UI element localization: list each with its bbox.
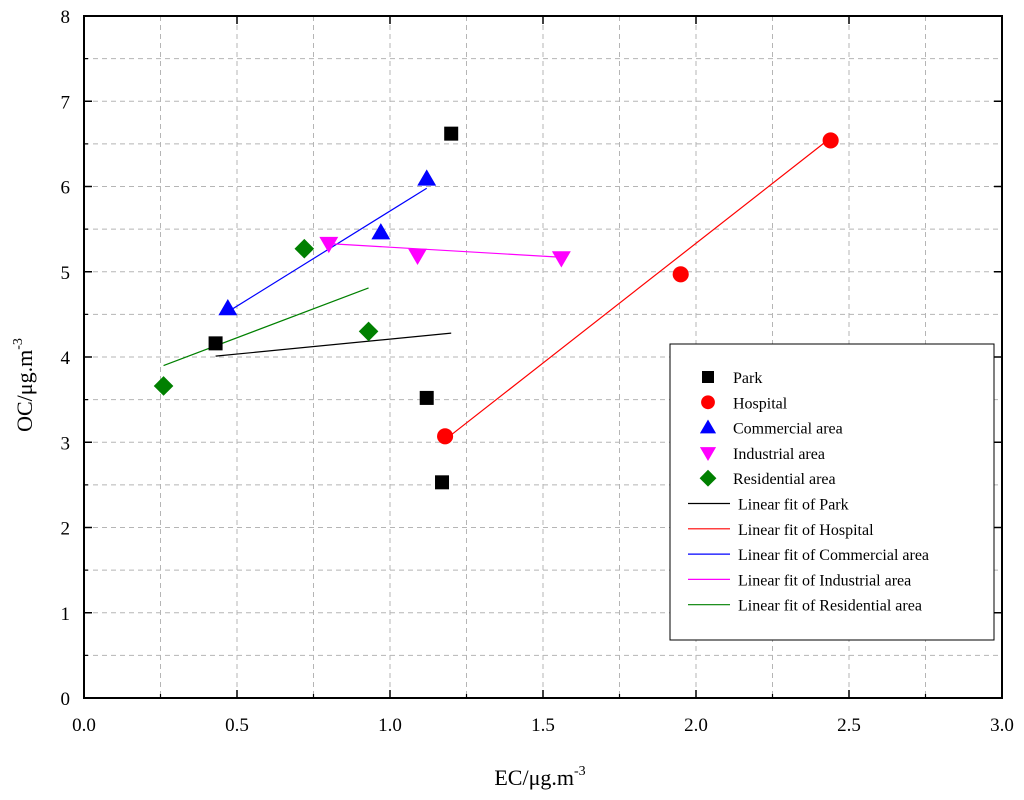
- legend-fit-label-commercial-area: Linear fit of Commercial area: [738, 547, 929, 564]
- point-commercial-area: [417, 169, 437, 186]
- legend-label-park: Park: [733, 370, 762, 387]
- x-tick-label: 0.0: [72, 715, 96, 736]
- legend-marker-park: [702, 371, 714, 383]
- x-tick-label: 1.5: [531, 715, 555, 736]
- x-axis-title-sup: -3: [574, 764, 586, 779]
- legend-label-residential-area: Residential area: [733, 471, 836, 488]
- y-tick-label: 7: [61, 92, 71, 113]
- point-industrial-area: [408, 248, 427, 266]
- fit-line-residential-area: [163, 287, 369, 367]
- legend-box: [669, 343, 995, 641]
- legend-label-industrial-area: Industrial area: [733, 446, 825, 463]
- legend-fit-label-residential-area: Linear fit of Residential area: [738, 598, 922, 615]
- point-park: [419, 390, 434, 405]
- y-tick-label: 2: [61, 519, 71, 540]
- point-commercial-area: [218, 298, 238, 316]
- point-hospital: [822, 132, 839, 149]
- x-tick-label: 2.5: [837, 715, 861, 736]
- legend-label-commercial-area: Commercial area: [733, 421, 843, 438]
- y-tick-label: 6: [61, 178, 71, 199]
- y-tick-label: 1: [61, 604, 71, 625]
- fit-line-industrial-area: [328, 243, 562, 258]
- point-park: [444, 126, 459, 141]
- x-axis-title-text: EC/μg.m: [494, 765, 574, 790]
- legend-fit-label-industrial-area: Linear fit of Industrial area: [738, 572, 911, 589]
- x-tick-label: 1.0: [378, 715, 402, 736]
- y-tick-label: 8: [61, 7, 71, 28]
- point-residential-area: [294, 238, 315, 259]
- fit-line-hospital: [444, 137, 832, 441]
- point-residential-area: [358, 321, 379, 342]
- tick-labels: 0.0 0.5 1.0 1.5 2.0 2.5 3.0 0 1 2 3 4 5 6 7 8: [61, 7, 1014, 736]
- data-points: [153, 126, 839, 490]
- point-residential-area: [153, 376, 174, 396]
- y-axis-title-sup: -3: [11, 338, 26, 350]
- legend-marker-residential-area: [699, 469, 717, 487]
- point-commercial-area: [371, 223, 391, 240]
- y-tick-label: 4: [61, 348, 71, 369]
- grid: [84, 16, 1002, 698]
- legend-label-hospital: Hospital: [733, 395, 788, 412]
- y-tick-label: 5: [61, 263, 71, 284]
- x-tick-label: 0.5: [225, 715, 249, 736]
- point-park: [208, 336, 223, 351]
- x-axis-title: EC/μg.m-3: [494, 764, 585, 790]
- legend-fit-label-hospital: Linear fit of Hospital: [738, 522, 874, 539]
- axis-ticks: [83, 15, 1003, 699]
- point-hospital: [437, 428, 454, 445]
- y-axis-title: OC/μg.m-3: [11, 338, 37, 432]
- legend-marker-industrial-area: [699, 447, 717, 461]
- y-tick-label: 0: [61, 689, 71, 710]
- point-park: [435, 475, 450, 490]
- legend-fit-label-park: Linear fit of Park: [738, 497, 849, 514]
- y-tick-label: 3: [61, 433, 71, 454]
- y-axis-title-text: OC/μg.m: [12, 350, 37, 432]
- point-hospital: [672, 266, 689, 283]
- point-industrial-area: [319, 236, 339, 254]
- legend-marker-commercial-area: [699, 419, 717, 434]
- x-tick-label: 3.0: [990, 715, 1014, 736]
- legend-marker-hospital: [701, 395, 715, 410]
- fit-line-park: [215, 332, 452, 357]
- point-industrial-area: [551, 251, 571, 268]
- x-tick-label: 2.0: [684, 715, 708, 736]
- legend: Park Hospital Commercial area Industrial ar…: [669, 343, 995, 641]
